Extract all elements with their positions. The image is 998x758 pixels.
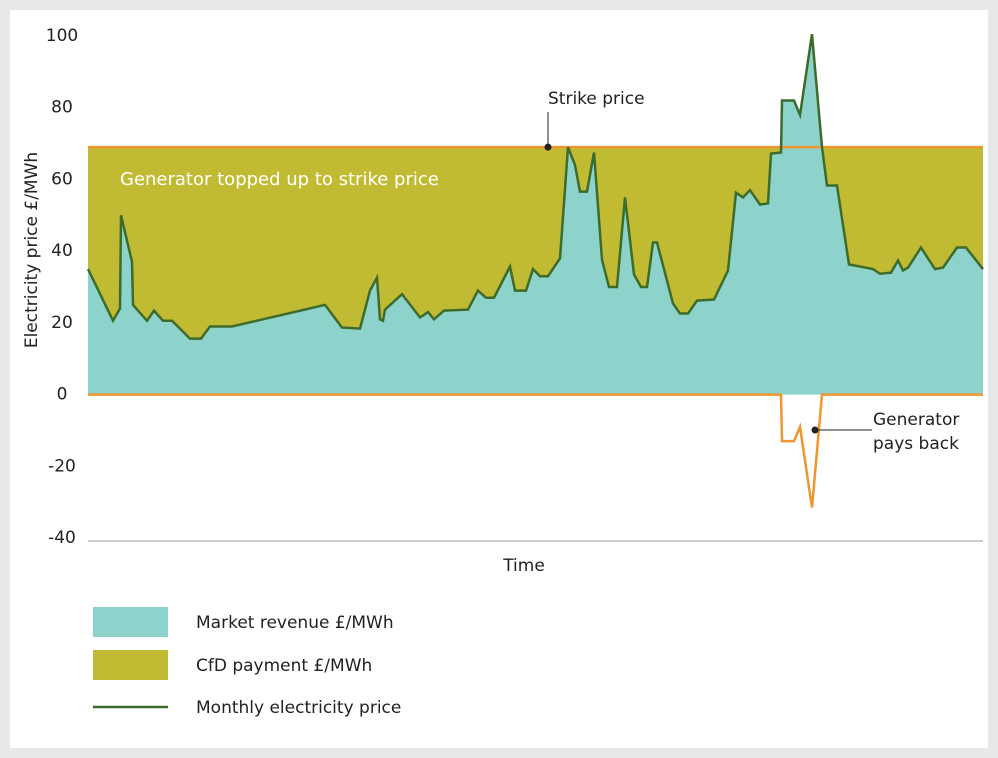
y-tick-label: -40 bbox=[48, 528, 76, 548]
payback-line bbox=[88, 393, 983, 508]
annotation: Generator bbox=[873, 410, 959, 430]
y-tick-label: 80 bbox=[51, 98, 73, 118]
y-tick-label: 40 bbox=[51, 241, 73, 261]
y-tick-label: 60 bbox=[51, 169, 73, 189]
y-tick-label: 0 bbox=[57, 385, 68, 405]
annotation: pays back bbox=[873, 434, 959, 454]
y-tick-label: 20 bbox=[51, 313, 73, 333]
legend-swatch bbox=[93, 607, 168, 637]
y-axis-label: Electricity price £/MWh bbox=[22, 152, 42, 348]
legend-label: Monthly electricity price bbox=[196, 698, 401, 718]
annotation: Generator topped up to strike price bbox=[120, 169, 439, 190]
annotation-dot bbox=[811, 426, 819, 434]
cfd-area bbox=[88, 147, 983, 339]
market-area bbox=[88, 34, 983, 395]
annotation: Strike price bbox=[548, 89, 645, 109]
y-tick-label: 100 bbox=[46, 26, 78, 46]
x-axis-label: Time bbox=[502, 556, 545, 576]
legend-label: Market revenue £/MWh bbox=[196, 613, 394, 633]
legend-swatch bbox=[93, 650, 168, 680]
y-tick-label: -20 bbox=[48, 456, 76, 476]
annotation-dot bbox=[544, 143, 552, 151]
legend-label: CfD payment £/MWh bbox=[196, 656, 372, 676]
price-line bbox=[86, 34, 984, 340]
